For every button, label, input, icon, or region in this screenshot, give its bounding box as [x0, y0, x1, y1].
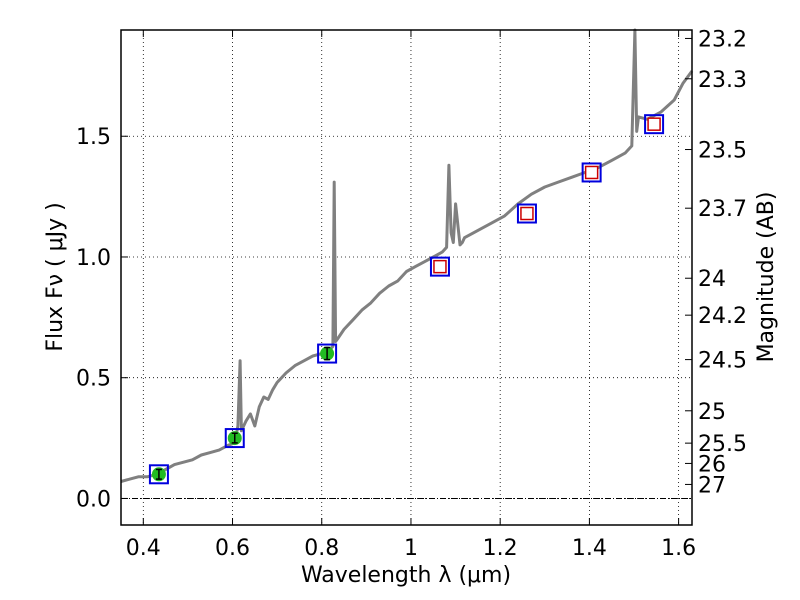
y-tick-label: 1.5 [76, 125, 111, 150]
x-tick-label: 1.2 [483, 536, 518, 561]
x-tick-label: 0.8 [304, 536, 339, 561]
axis-ticks [121, 30, 692, 525]
measured-photometry-point [317, 343, 338, 364]
y2-tick-label: 27 [698, 473, 726, 498]
y2-tick-label: 25.5 [698, 432, 747, 457]
y-axis-title: Flux Fν ( μJy ) [43, 202, 68, 351]
outer-square-marker [581, 162, 602, 183]
y2-tick-label: 23.7 [698, 197, 747, 222]
model-photometry-point [644, 114, 665, 135]
y2-tick-label: 24.5 [698, 349, 747, 374]
y-tick-labels: 0.0 0.5 1.0 1.5 [76, 125, 111, 512]
y2-axis-title: Magnitude (AB) [754, 192, 779, 363]
x-tick-labels: 0.4 0.6 0.8 1 1.2 1.4 1.6 [126, 536, 696, 561]
x-tick-label: 1.6 [661, 536, 696, 561]
inner-square-marker [520, 206, 534, 221]
x-axis-title: Wavelength λ (μm) [301, 563, 511, 588]
outer-square-marker [317, 343, 338, 364]
x-tick-label: 1 [404, 536, 418, 561]
y2-tick-label: 23.5 [698, 139, 747, 164]
measured-photometry-point [148, 464, 169, 485]
outer-square-marker [644, 114, 665, 135]
photometry-points [148, 114, 665, 485]
y2-tick-label: 23.2 [698, 27, 747, 52]
y-tick-label: 1.0 [76, 246, 111, 271]
model-photometry-point [581, 162, 602, 183]
y2-tick-label: 24 [698, 267, 726, 292]
y2-tick-label: 25 [698, 400, 726, 425]
y2-tick-label: 23.3 [698, 68, 747, 93]
y-tick-label: 0.0 [76, 487, 111, 512]
model-photometry-point [516, 203, 537, 224]
y-tick-label: 0.5 [76, 367, 111, 392]
x-tick-label: 0.4 [126, 536, 161, 561]
outer-square-marker [148, 464, 169, 485]
plot-area [121, 30, 692, 525]
inner-square-marker [584, 165, 599, 180]
x-tick-label: 0.6 [215, 536, 250, 561]
outer-square-marker [429, 256, 450, 277]
y2-tick-label: 26 [698, 452, 726, 477]
inner-square-marker [647, 117, 661, 131]
y2-tick-label: 24.2 [698, 304, 747, 329]
outer-square-marker [224, 428, 245, 449]
model-photometry-point [429, 256, 450, 277]
outer-square-marker [516, 203, 537, 224]
inner-square-marker [433, 259, 447, 274]
measured-photometry-point [224, 428, 245, 449]
x-tick-label: 1.4 [572, 536, 607, 561]
plot-frame [120, 29, 693, 526]
